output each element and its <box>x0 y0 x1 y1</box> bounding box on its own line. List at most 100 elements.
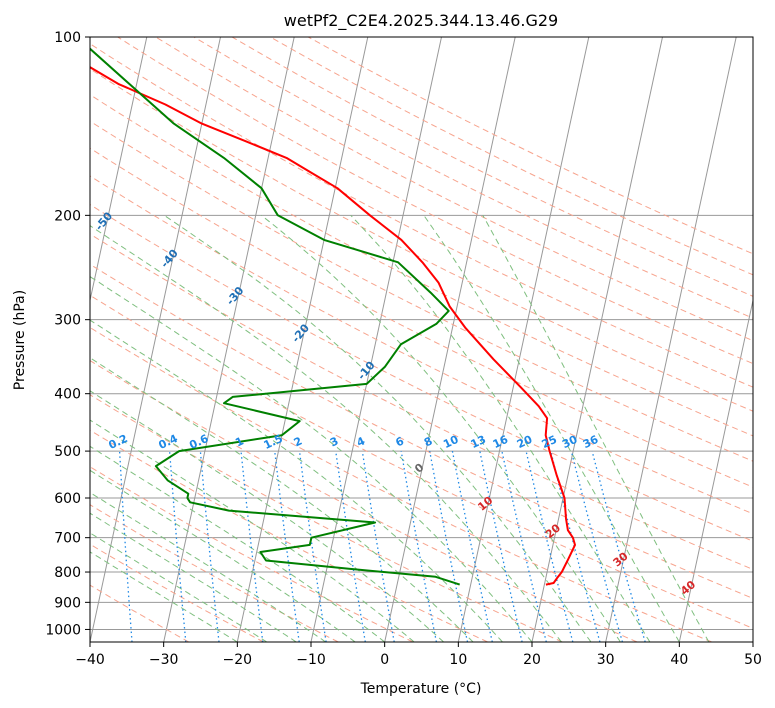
x-tick-label: −20 <box>223 652 253 668</box>
mixing-ratio-line <box>479 450 523 642</box>
mixing-ratio-label: 10 <box>441 433 461 451</box>
dry-adiabat-label: -50 <box>93 209 116 233</box>
dry-adiabat-line <box>90 263 753 600</box>
moist-adiabat-line <box>482 215 710 642</box>
dry-adiabat-line <box>90 203 753 542</box>
y-tick-label: 900 <box>54 595 81 611</box>
y-tick-label: 400 <box>54 387 81 403</box>
y-tick-label: 100 <box>54 30 81 46</box>
grid-layer <box>0 37 753 642</box>
dry-adiabat-line <box>90 584 190 642</box>
plot-frame <box>89 36 754 643</box>
moist-adiabat-label: 0 <box>412 461 426 476</box>
moist-adiabat-line <box>90 551 238 642</box>
dry-adiabat-line <box>193 37 753 319</box>
y-tick-label: 300 <box>54 313 81 329</box>
dry-adiabat-line <box>308 37 753 255</box>
moist-adiabat-line <box>90 275 533 642</box>
mixing-ratio-line <box>400 450 438 642</box>
moist-adiabat-label: 40 <box>678 578 698 598</box>
isotherm-line <box>457 37 590 642</box>
series-layer <box>90 47 576 586</box>
dry-adiabat-line <box>90 294 753 629</box>
y-tick-label: 200 <box>54 208 81 224</box>
mixing-ratio-label: 8 <box>422 434 434 449</box>
temperature-profile <box>90 66 576 586</box>
x-tick-label: 10 <box>449 652 467 668</box>
isotherm-line <box>752 639 753 642</box>
isotherm-line <box>90 37 221 642</box>
mixing-ratio-line <box>501 450 547 642</box>
x-tick-label: −10 <box>296 652 326 668</box>
mixing-ratio-line <box>361 451 395 642</box>
mixing-ratio-line <box>118 451 133 642</box>
dry-adiabat-line <box>90 147 753 488</box>
isotherm-line <box>0 37 73 642</box>
isotherm-line <box>236 37 369 642</box>
mixing-ratio-line <box>451 450 493 642</box>
moist-adiabat-line <box>350 214 651 642</box>
isotherm-line <box>90 37 148 303</box>
mixing-ratio-label: 0.6 <box>187 432 210 452</box>
mixing-ratio-label: 2 <box>292 434 304 449</box>
tick-layer: −40 −30 −20 −10 0 10 20 30 40 5010020030040050060… <box>45 30 762 668</box>
dry-adiabat-line <box>90 68 753 412</box>
mixing-ratio-line <box>591 450 646 642</box>
dry-adiabat-line <box>90 326 712 642</box>
mixing-ratio-label: 25 <box>540 433 559 451</box>
mixing-ratio-line <box>550 450 601 642</box>
chart-title: wetPf2_C2E4.2025.344.13.46.G29 <box>284 11 558 31</box>
moist-adiabat-line <box>90 445 385 642</box>
moist-adiabat-line <box>90 225 562 642</box>
mixing-ratio-label: 0.2 <box>107 432 130 452</box>
dry-adiabat-line <box>117 37 753 365</box>
dry-adiabat-line <box>90 394 563 642</box>
mixing-ratio-label: 6 <box>394 434 407 449</box>
x-tick-label: −40 <box>75 652 105 668</box>
mixing-ratio-line <box>429 450 469 642</box>
dry-adiabat-line <box>90 360 638 642</box>
isotherm-line <box>384 37 516 642</box>
x-tick-label: 0 <box>380 652 389 668</box>
moist-adiabat-line <box>423 215 680 642</box>
x-tick-label: 50 <box>744 652 762 668</box>
x-tick-label: 40 <box>670 652 688 668</box>
moist-adiabat-line <box>90 319 503 642</box>
mixing-ratio-label: 13 <box>469 433 488 451</box>
moist-adiabat-line <box>260 214 621 642</box>
dry-adiabat-label: -30 <box>224 284 247 308</box>
isotherm-line <box>678 297 753 642</box>
y-tick-label: 800 <box>54 565 81 581</box>
dry-adiabat-line <box>90 543 264 642</box>
y-tick-label: 1000 <box>45 622 81 638</box>
dry-adiabat-label: -40 <box>158 247 181 271</box>
mixing-ratio-label: 36 <box>581 433 601 451</box>
dry-adiabat-line <box>231 37 753 297</box>
dry-adiabat-line <box>90 175 753 515</box>
y-tick-label: 500 <box>54 444 81 460</box>
dry-adiabat-line <box>90 233 753 570</box>
line-label-layer: 0.10.20.40.611.52346810131620253036-100-… <box>27 172 699 598</box>
dry-adiabat-line <box>90 120 753 462</box>
mixing-ratio-line <box>298 451 327 642</box>
y-tick-label: 600 <box>54 491 81 507</box>
mixing-ratio-line <box>274 451 300 642</box>
mixing-ratio-label: 4 <box>355 434 368 449</box>
dry-adiabat-line <box>90 429 488 642</box>
moist-adiabat-line <box>90 357 474 642</box>
mixing-ratio-label: 20 <box>515 433 535 451</box>
x-tick-label: −30 <box>149 652 179 668</box>
mixing-ratio-line <box>570 450 624 642</box>
mixing-ratio-label: 30 <box>560 433 580 451</box>
mixing-ratio-line <box>168 451 187 642</box>
y-axis-label: Pressure (hPa) <box>12 290 28 390</box>
isotherm-line <box>163 37 295 642</box>
dry-adiabat-line <box>90 466 414 642</box>
dry-adiabat-label: -60 <box>27 172 50 196</box>
moist-adiabat-line <box>163 214 592 642</box>
y-tick-label: 700 <box>54 531 81 547</box>
dry-adiabat-line <box>155 37 753 342</box>
moist-adiabat-line <box>90 532 268 642</box>
mixing-ratio-line <box>335 451 366 642</box>
